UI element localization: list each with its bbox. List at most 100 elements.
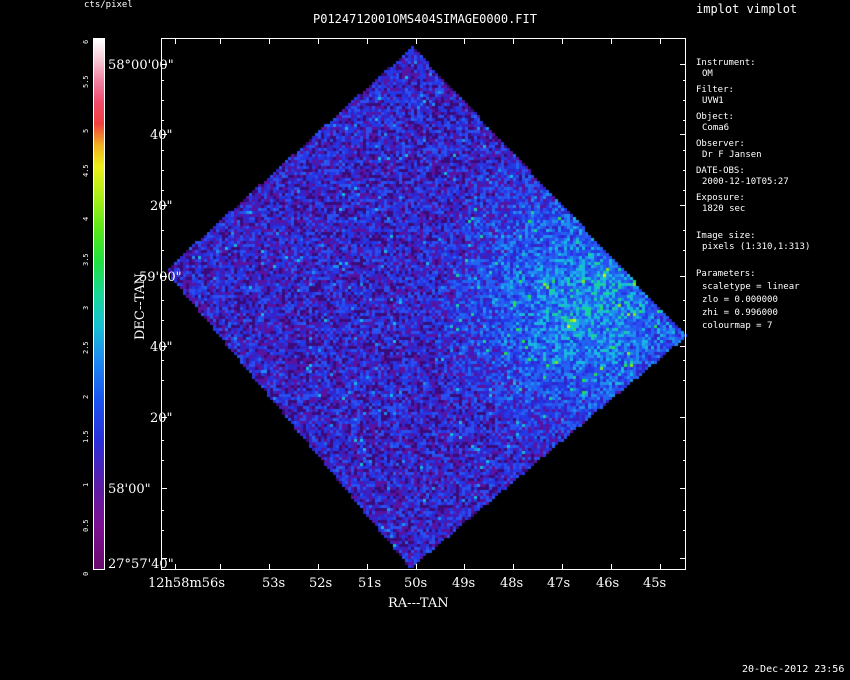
zhi-value: zhi = 0.996000 bbox=[702, 308, 778, 318]
frame-tick-mark bbox=[683, 120, 686, 121]
frame-tick-mark bbox=[161, 510, 164, 511]
frame-tick-mark bbox=[683, 440, 686, 441]
frame-tick-mark bbox=[175, 38, 176, 44]
y-tick-label: 20" bbox=[150, 199, 173, 214]
colorbar-tick-label: 3.5 bbox=[82, 253, 90, 266]
image-title: P0124712001OMS404SIMAGE0000.FIT bbox=[313, 12, 537, 26]
frame-tick-mark bbox=[680, 488, 686, 489]
x-tick-label: 12h58m56s bbox=[148, 576, 225, 591]
frame-tick-mark bbox=[161, 80, 164, 81]
colorbar-tick-label: 2 bbox=[82, 394, 90, 399]
filter-label: Filter: bbox=[696, 85, 734, 95]
frame-tick-mark bbox=[269, 38, 270, 44]
colorbar-tick-label: 1 bbox=[82, 483, 90, 488]
frame-tick-mark bbox=[367, 564, 368, 570]
colorbar-tick-label: 5.5 bbox=[82, 75, 90, 89]
colorbar bbox=[93, 38, 105, 570]
x-axis-label: RA---TAN bbox=[388, 596, 449, 611]
frame-tick-mark bbox=[683, 230, 686, 231]
x-tick-label: 45s bbox=[643, 576, 667, 591]
image-size-label: Image size: bbox=[696, 231, 756, 241]
y-tick-label: 40" bbox=[150, 340, 173, 355]
x-tick-label: 46s bbox=[596, 576, 620, 591]
frame-tick-mark bbox=[161, 276, 167, 277]
y-tick-label: 59'00" bbox=[139, 270, 182, 285]
frame-tick-mark bbox=[161, 360, 164, 361]
frame-tick-mark bbox=[161, 346, 167, 347]
frame-tick-mark bbox=[220, 564, 221, 570]
frame-tick-mark bbox=[161, 440, 164, 441]
frame-tick-mark bbox=[611, 38, 612, 44]
plot-frame bbox=[161, 38, 686, 570]
frame-tick-mark bbox=[367, 38, 368, 44]
scaletype-value: scaletype = linear bbox=[702, 282, 800, 292]
colorbar-label: cts/pixel bbox=[84, 0, 133, 10]
colorbar-tick-label: 2.5 bbox=[82, 341, 90, 355]
y-tick-label: 58'00" bbox=[108, 482, 151, 497]
x-tick-label: 51s bbox=[358, 576, 382, 591]
info-panel: Instrument: OM Filter: UVW1 Object: Coma6 O… bbox=[696, 58, 810, 337]
frame-tick-mark bbox=[683, 150, 686, 151]
app-title: implot vimplot bbox=[696, 2, 798, 16]
frame-tick-mark bbox=[683, 190, 686, 191]
frame-tick-mark bbox=[680, 276, 686, 277]
frame-tick-mark bbox=[161, 460, 164, 461]
colourmap-value: colourmap = 7 bbox=[702, 321, 773, 331]
frame-tick-mark bbox=[683, 170, 686, 171]
colorbar-tick-label: 5 bbox=[82, 128, 90, 133]
instrument-value: OM bbox=[702, 69, 713, 79]
colorbar-tick-label: 4.5 bbox=[82, 164, 90, 177]
frame-tick-mark bbox=[683, 80, 686, 81]
frame-tick-mark bbox=[680, 417, 686, 418]
date-obs-value: 2000-12-10T05:27 bbox=[702, 177, 789, 187]
date-obs-label: DATE-OBS: bbox=[696, 166, 745, 176]
zlo-value: zlo = 0.000000 bbox=[702, 295, 778, 305]
y-tick-label: 58°00'00" bbox=[108, 58, 174, 73]
frame-tick-mark bbox=[464, 564, 465, 570]
exposure-label: Exposure: bbox=[696, 193, 745, 203]
y-tick-label: 27°57'40" bbox=[108, 557, 174, 572]
frame-tick-mark bbox=[611, 564, 612, 570]
x-tick-label: 53s bbox=[262, 576, 286, 591]
frame-tick-mark bbox=[683, 250, 686, 251]
y-tick-label: 20" bbox=[150, 411, 173, 426]
frame-tick-mark bbox=[318, 38, 319, 44]
frame-tick-mark bbox=[161, 100, 164, 101]
x-tick-label: 48s bbox=[500, 576, 524, 591]
parameters-label: Parameters: bbox=[696, 269, 756, 279]
colorbar-tick-label: 4 bbox=[82, 217, 90, 222]
frame-tick-mark bbox=[513, 564, 514, 570]
frame-tick-mark bbox=[161, 488, 167, 489]
frame-tick-mark bbox=[683, 360, 686, 361]
frame-tick-mark bbox=[161, 190, 164, 191]
frame-tick-mark bbox=[161, 300, 164, 301]
x-tick-label: 50s bbox=[404, 576, 428, 591]
frame-tick-mark bbox=[683, 530, 686, 531]
colorbar-tick-label: 1.5 bbox=[82, 430, 90, 443]
filter-value: UVW1 bbox=[702, 96, 724, 106]
frame-tick-mark bbox=[683, 300, 686, 301]
frame-tick-mark bbox=[220, 38, 221, 44]
frame-tick-mark bbox=[680, 205, 686, 206]
frame-tick-mark bbox=[161, 230, 164, 231]
x-tick-label: 47s bbox=[547, 576, 571, 591]
frame-tick-mark bbox=[416, 38, 417, 44]
frame-tick-mark bbox=[161, 120, 164, 121]
x-tick-label: 52s bbox=[309, 576, 333, 591]
y-axis-label: DEC--TAN bbox=[133, 273, 148, 340]
frame-tick-mark bbox=[660, 38, 661, 44]
frame-tick-mark bbox=[416, 564, 417, 570]
frame-tick-mark bbox=[683, 460, 686, 461]
frame-tick-mark bbox=[680, 346, 686, 347]
frame-tick-mark bbox=[683, 100, 686, 101]
frame-tick-mark bbox=[680, 64, 686, 65]
frame-tick-mark bbox=[161, 64, 167, 65]
colorbar-tick-label: 6 bbox=[82, 39, 90, 44]
frame-tick-mark bbox=[562, 38, 563, 44]
frame-tick-mark bbox=[161, 380, 164, 381]
frame-tick-mark bbox=[680, 134, 686, 135]
object-label: Object: bbox=[696, 112, 734, 122]
frame-tick-mark bbox=[175, 564, 176, 570]
instrument-label: Instrument: bbox=[696, 58, 756, 68]
